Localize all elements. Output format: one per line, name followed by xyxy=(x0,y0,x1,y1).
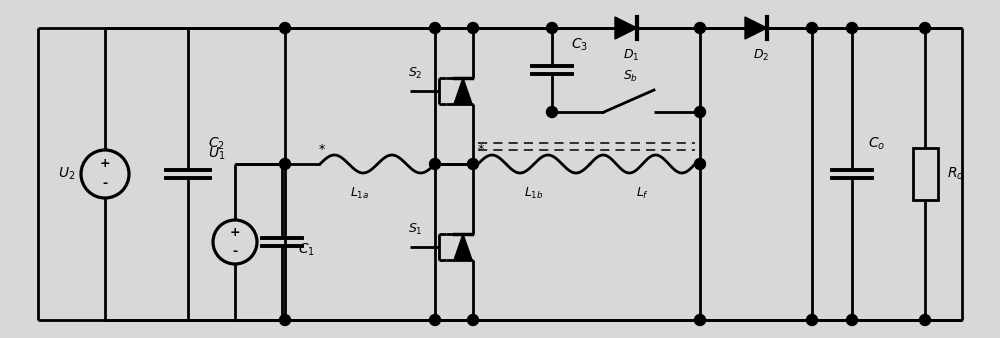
Circle shape xyxy=(846,23,858,33)
Circle shape xyxy=(546,106,558,118)
Circle shape xyxy=(467,314,479,325)
Text: *: * xyxy=(319,144,325,156)
Text: $R_o$: $R_o$ xyxy=(947,166,964,182)
Text: $U_2$: $U_2$ xyxy=(58,166,76,182)
Text: $C_2$: $C_2$ xyxy=(208,136,224,152)
Text: -: - xyxy=(232,245,238,259)
Polygon shape xyxy=(454,78,472,104)
Circle shape xyxy=(920,314,930,325)
Polygon shape xyxy=(615,17,637,39)
Text: $L_{1a}$: $L_{1a}$ xyxy=(350,186,370,201)
Circle shape xyxy=(920,23,930,33)
Polygon shape xyxy=(454,234,472,260)
Circle shape xyxy=(694,106,706,118)
Circle shape xyxy=(429,314,440,325)
Circle shape xyxy=(280,23,290,33)
Circle shape xyxy=(806,23,818,33)
Text: $S_b$: $S_b$ xyxy=(623,69,639,84)
Text: $D_2$: $D_2$ xyxy=(753,48,769,63)
Circle shape xyxy=(806,314,818,325)
Text: $U_1$: $U_1$ xyxy=(208,146,225,162)
Circle shape xyxy=(429,23,440,33)
Polygon shape xyxy=(745,17,767,39)
FancyBboxPatch shape xyxy=(912,148,938,200)
Circle shape xyxy=(694,159,706,169)
Text: $D_1$: $D_1$ xyxy=(623,48,639,63)
Circle shape xyxy=(467,23,479,33)
Text: $C_o$: $C_o$ xyxy=(868,136,886,152)
Text: +: + xyxy=(100,158,110,170)
Text: $S_1$: $S_1$ xyxy=(408,221,423,237)
Circle shape xyxy=(846,314,858,325)
Circle shape xyxy=(280,159,290,169)
Circle shape xyxy=(467,159,479,169)
Circle shape xyxy=(429,159,440,169)
Text: $C_3$: $C_3$ xyxy=(571,37,589,53)
Circle shape xyxy=(546,23,558,33)
Text: *: * xyxy=(478,144,484,156)
Circle shape xyxy=(280,314,290,325)
Text: $L_f$: $L_f$ xyxy=(636,186,649,201)
Text: -: - xyxy=(102,177,108,191)
Text: $L_{1b}$: $L_{1b}$ xyxy=(524,186,544,201)
Circle shape xyxy=(694,23,706,33)
Circle shape xyxy=(694,314,706,325)
Text: $S_2$: $S_2$ xyxy=(408,66,423,80)
Text: $C_1$: $C_1$ xyxy=(298,242,315,258)
Text: +: + xyxy=(230,225,240,239)
